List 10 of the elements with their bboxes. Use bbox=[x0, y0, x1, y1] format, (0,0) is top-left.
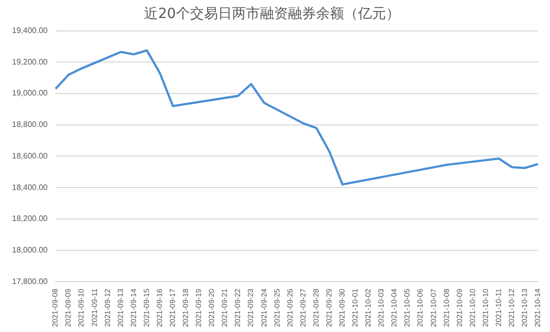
y-tick-label: 19,400.00 bbox=[12, 26, 48, 36]
y-tick-label: 18,400.00 bbox=[12, 182, 48, 192]
y-tick-label: 18,600.00 bbox=[12, 151, 48, 160]
chart-title: 近20个交易日两市融资融券余额（亿元） bbox=[144, 6, 400, 22]
y-tick-label: 17,800.00 bbox=[12, 276, 48, 286]
y-tick-label: 18,200.00 bbox=[12, 214, 48, 224]
y-tick-label: 18,000.00 bbox=[12, 245, 48, 254]
y-tick-label: 19,200.00 bbox=[12, 57, 48, 66]
y-tick-label: 19,000.00 bbox=[12, 88, 48, 98]
y-tick-label: 18,800.00 bbox=[12, 120, 48, 130]
